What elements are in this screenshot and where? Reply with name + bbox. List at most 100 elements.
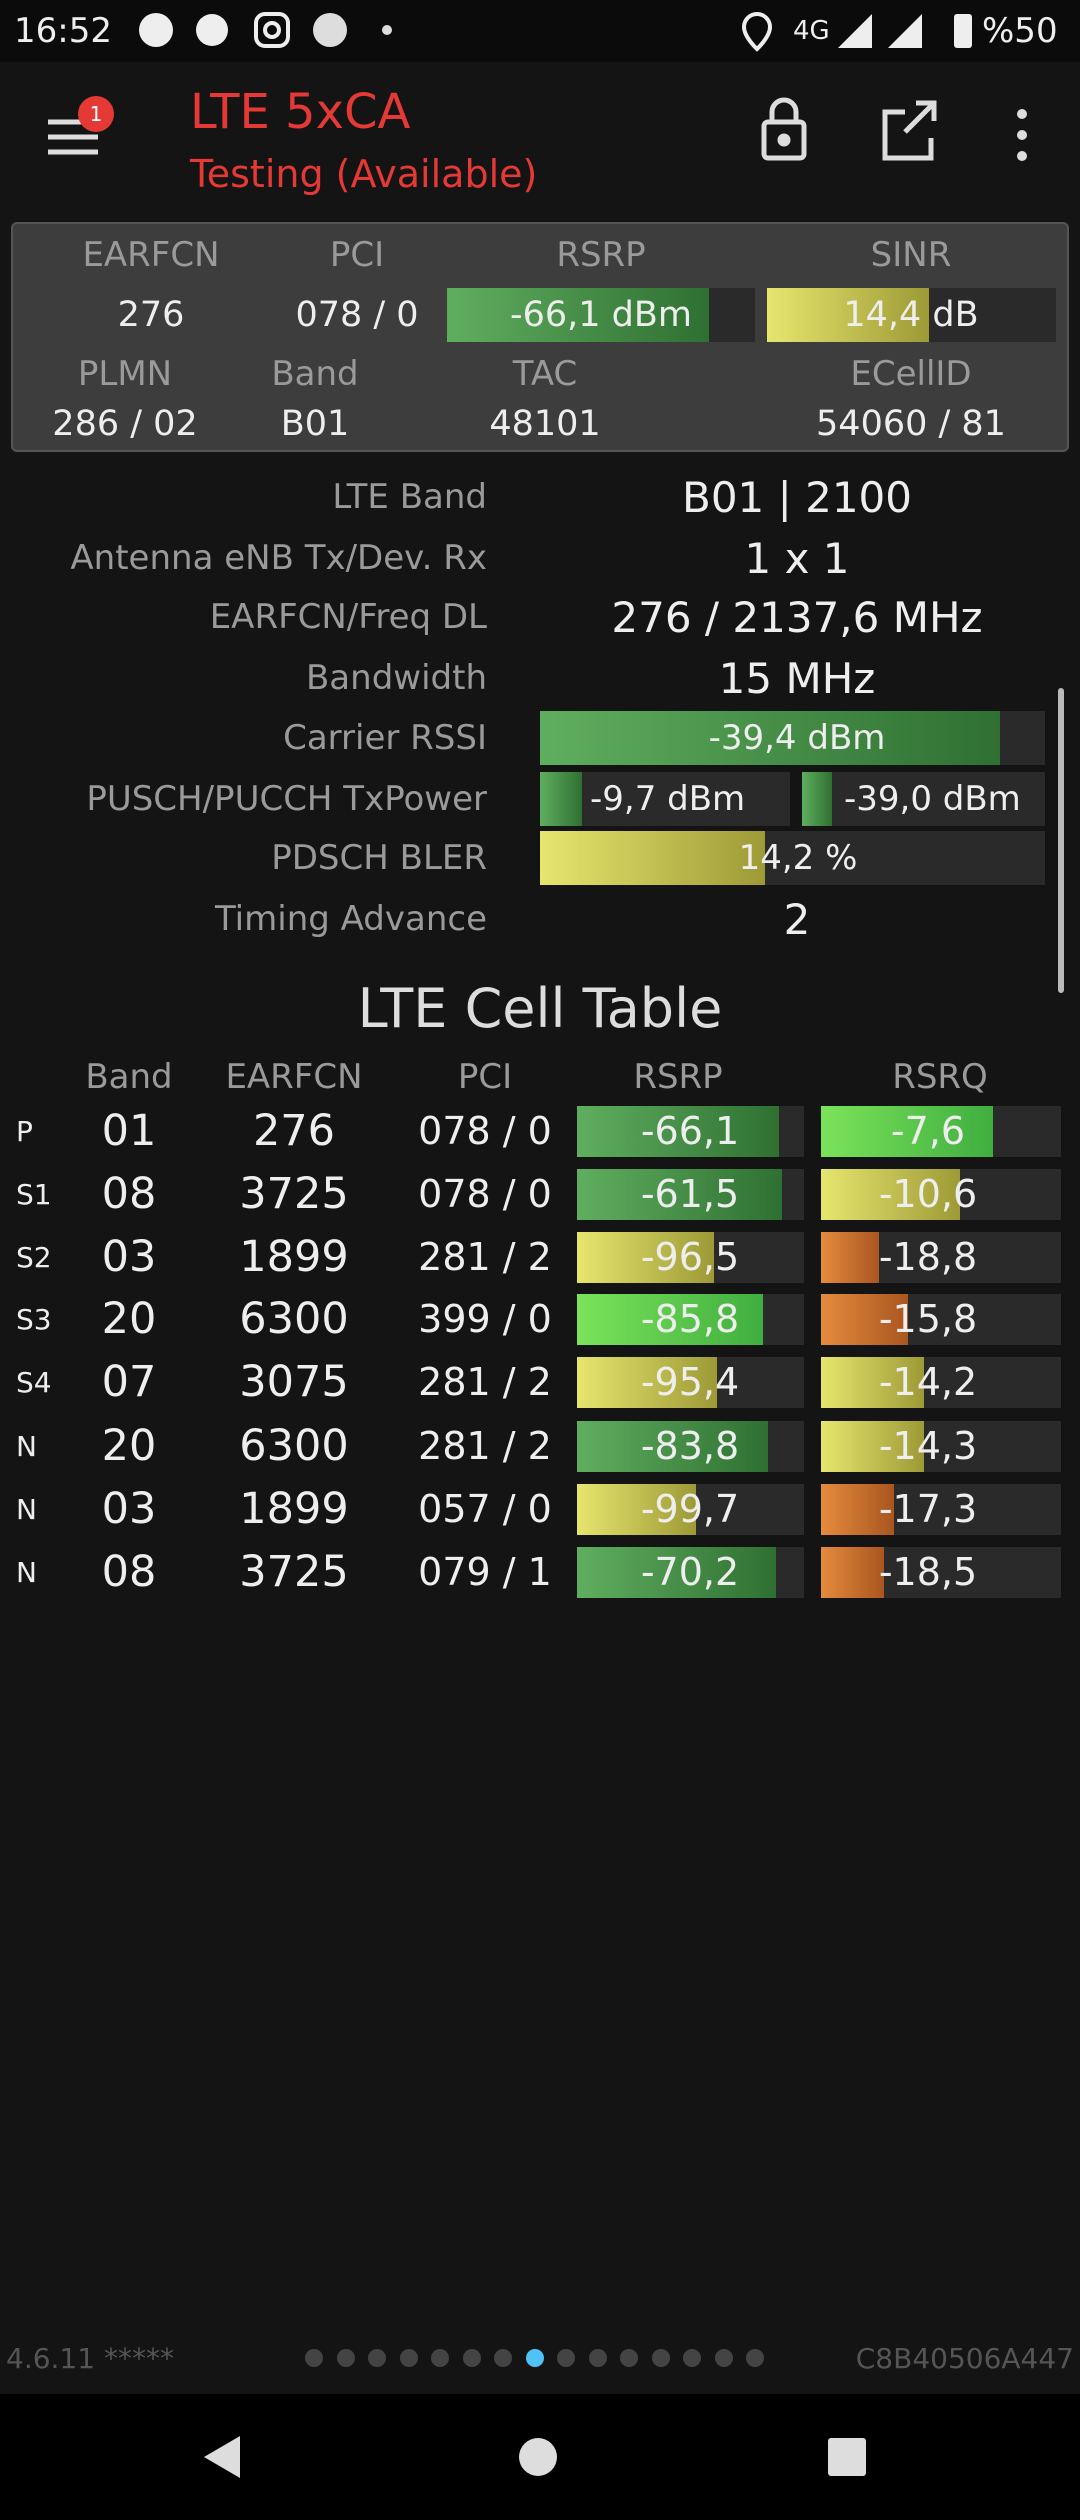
page-dot[interactable]: [305, 2349, 323, 2367]
cell-rsrq: -15,8: [878, 1296, 978, 1341]
cell-band: 03: [101, 1484, 157, 1534]
bler-bar: [540, 831, 765, 885]
back-button[interactable]: [204, 2436, 240, 2478]
summary-header: RSRP: [556, 235, 646, 275]
rsrp-cell-bar: [577, 1483, 696, 1535]
cell-earfcn: 6300: [239, 1421, 349, 1471]
summary-header: PLMN: [77, 354, 173, 394]
page-dot[interactable]: [746, 2349, 764, 2367]
cell-rsrq: -14,3: [878, 1423, 978, 1468]
cell-earfcn: 1899: [239, 1484, 349, 1534]
page-dot[interactable]: [714, 2349, 733, 2367]
page-dot[interactable]: [336, 2349, 355, 2367]
summary-value: 276: [117, 294, 185, 335]
summary-header: ECellID: [850, 354, 972, 394]
summary-value: 078 / 0: [295, 294, 419, 335]
lock-icon[interactable]: [761, 97, 807, 161]
cell-pci: 078 / 0: [418, 1108, 552, 1153]
detail-label: EARFCN/Freq DL: [209, 597, 487, 637]
app-title: LTE 5xCA: [190, 83, 411, 140]
rsrq-cell-bar: [821, 1546, 884, 1598]
cell-rsrp: -95,4: [640, 1359, 740, 1404]
rsrp-cell-bar: [577, 1168, 782, 1220]
row-label: N: [16, 1555, 37, 1589]
cell-rsrp: -99,7: [640, 1486, 740, 1531]
page-dot[interactable]: [462, 2349, 481, 2367]
cell-rsrp: -83,8: [640, 1423, 740, 1468]
detail-label: Timing Advance: [214, 899, 487, 939]
rsrp-cell-bar: [577, 1293, 763, 1345]
detail-label: PDSCH BLER: [271, 838, 487, 878]
status-time: 16:52: [14, 11, 112, 51]
cell-rsrq: -10,6: [878, 1171, 978, 1216]
cell-rsrq: -18,5: [878, 1549, 978, 1594]
summary-value: 286 / 02: [52, 403, 198, 444]
detail-value: 2: [783, 894, 811, 944]
pucch-bar-track: [802, 772, 1045, 826]
page-dot[interactable]: [399, 2349, 418, 2367]
summary-header: SINR: [870, 235, 952, 275]
detail-value: B01 | 2100: [682, 472, 912, 522]
status-bar: [0, 0, 1080, 62]
cell-rsrp: -70,2: [640, 1549, 740, 1594]
cell-earfcn: 1899: [239, 1232, 349, 1282]
detail-value: -39,0 dBm: [844, 779, 1021, 819]
cell-pci: 057 / 0: [418, 1486, 552, 1531]
home-button[interactable]: [519, 2438, 557, 2476]
cell-pci: 079 / 1: [418, 1549, 552, 1594]
rsrp-cell-bar: [577, 1105, 779, 1157]
detail-label: LTE Band: [332, 477, 487, 517]
page-dot[interactable]: [620, 2349, 638, 2367]
table-header: RSRQ: [892, 1057, 988, 1097]
cell-pci: 281 / 2: [418, 1359, 552, 1404]
cell-earfcn: 6300: [239, 1294, 349, 1344]
rsrp-cell-bar: [577, 1546, 776, 1598]
notification-badge: 1: [89, 102, 103, 126]
table-header: PCI: [457, 1057, 513, 1097]
cell-earfcn: 3075: [239, 1357, 349, 1407]
cell-rsrp: -96,5: [640, 1234, 740, 1279]
summary-value: 48101: [489, 403, 601, 444]
cell-band: 20: [101, 1421, 157, 1471]
page-dot[interactable]: [431, 2349, 449, 2367]
recents-button[interactable]: [828, 2438, 866, 2476]
detail-label: Antenna eNB Tx/Dev. Rx: [70, 538, 487, 578]
cell-band: 07: [101, 1357, 157, 1407]
cell-earfcn: 276: [252, 1106, 336, 1156]
summary-header: Band: [271, 354, 359, 394]
page-dot[interactable]: [494, 2349, 512, 2367]
detail-value: 276 / 2137,6 MHz: [611, 592, 983, 642]
summary-value: 54060 / 81: [816, 403, 1006, 444]
cell-rsrp: -66,1: [640, 1108, 740, 1153]
page-dot[interactable]: [683, 2349, 701, 2367]
sinr-bar: [767, 288, 929, 342]
cell-rsrp: -61,5: [640, 1171, 740, 1216]
rsrq-cell-bar: [821, 1231, 879, 1283]
rsrq-cell-bar: [821, 1168, 960, 1220]
page-dot[interactable]: [588, 2349, 607, 2367]
row-label: N: [16, 1492, 37, 1526]
cell-band: 01: [101, 1106, 157, 1156]
page-dot[interactable]: [525, 2349, 544, 2367]
page-dot[interactable]: [557, 2349, 575, 2367]
detail-value: -9,7 dBm: [590, 779, 746, 819]
summary-value: B01: [280, 403, 350, 444]
summary-header: PCI: [329, 235, 385, 275]
rsrq-cell-bar: [821, 1293, 908, 1345]
detail-value: 1 x 1: [744, 533, 850, 583]
summary-header: TAC: [512, 354, 578, 394]
page-dot[interactable]: [651, 2349, 670, 2367]
open-external-icon[interactable]: [882, 100, 937, 161]
row-label: S4: [16, 1365, 52, 1399]
page-dot[interactable]: [368, 2349, 386, 2367]
row-label: P: [16, 1114, 33, 1148]
app-version: 4.6.11 *****: [6, 2341, 174, 2375]
cell-rsrq: -18,8: [878, 1234, 978, 1279]
more-icon[interactable]: [1017, 109, 1027, 161]
cell-rsrq: -14,2: [878, 1359, 978, 1404]
detail-value: 14,2 %: [738, 838, 858, 878]
cell-pci: 078 / 0: [418, 1171, 552, 1216]
table-header: RSRP: [633, 1057, 723, 1097]
table-title: LTE Cell Table: [357, 977, 723, 1040]
cell-band: 08: [101, 1169, 157, 1219]
